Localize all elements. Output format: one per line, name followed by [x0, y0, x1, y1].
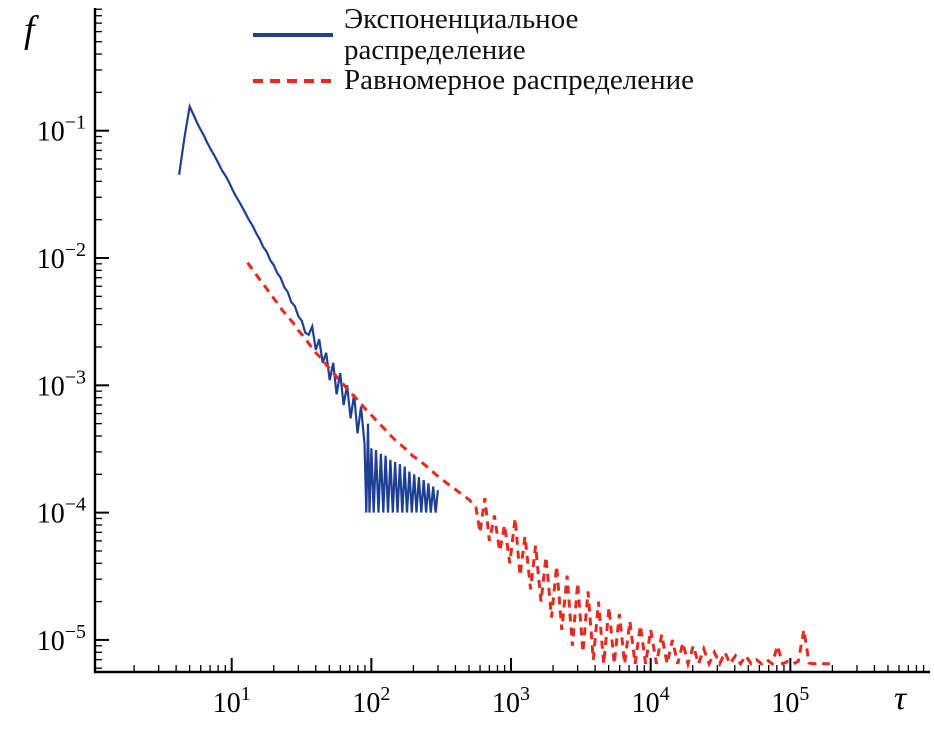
legend-swatch-uniform-line — [253, 78, 333, 83]
tick-label: 10−3 — [37, 366, 86, 402]
legend-label-uniform-line1: Равномерное распределение — [344, 64, 695, 97]
legend-swatch-exponential-line — [253, 32, 333, 37]
legend-item-uniform: Равномерное распределение — [253, 65, 694, 96]
axes-spines — [93, 8, 930, 674]
tick-label: 102 — [352, 683, 390, 719]
series-uniform — [246, 261, 830, 670]
series-exponential — [178, 102, 439, 513]
tick-label: 101 — [213, 683, 251, 719]
tick-label: 10−1 — [37, 112, 86, 148]
tick-label: 104 — [632, 683, 670, 719]
y-axis-label: f — [24, 9, 35, 51]
tick-label: 105 — [771, 683, 809, 719]
y-ticks — [95, 8, 109, 669]
tick-label: 10−5 — [37, 621, 86, 657]
x-ticks — [133, 658, 925, 672]
tick-label: 10−2 — [37, 239, 86, 275]
legend: Экспоненциальное распределение Равномерн… — [253, 4, 694, 96]
y-tick-labels: 10−1 10−2 10−3 10−4 10−5 — [37, 112, 86, 657]
legend-label-uniform: Равномерное распределение — [344, 65, 694, 96]
legend-item-exponential: Экспоненциальное распределение — [253, 4, 694, 65]
legend-label-exponential: Экспоненциальное распределение — [344, 4, 578, 65]
x-tick-labels: 101 102 103 104 105 — [213, 683, 810, 719]
legend-label-exponential-line1: Экспоненциальное — [344, 3, 579, 35]
x-axis-label: τ — [894, 680, 907, 717]
tick-label: 103 — [492, 683, 530, 719]
legend-label-exponential-line2: распределение — [344, 33, 526, 66]
tick-label: 10−4 — [37, 494, 86, 530]
